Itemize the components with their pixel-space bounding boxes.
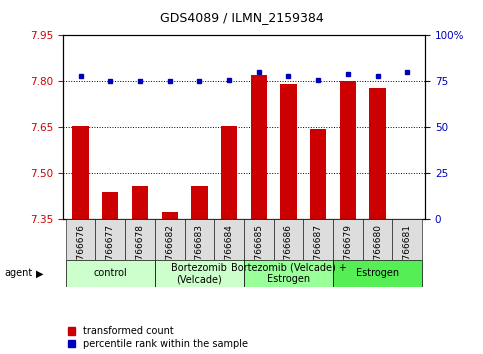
Text: GSM766678: GSM766678	[136, 224, 144, 279]
FancyBboxPatch shape	[66, 260, 155, 287]
Bar	[310, 129, 327, 219]
Text: GSM766683: GSM766683	[195, 224, 204, 279]
Text: Bortezomib (Velcade) +
Estrogen: Bortezomib (Velcade) + Estrogen	[230, 263, 346, 284]
FancyBboxPatch shape	[66, 219, 96, 260]
Text: GSM766682: GSM766682	[165, 224, 174, 279]
Text: GSM766686: GSM766686	[284, 224, 293, 279]
Bar	[251, 75, 267, 219]
Bar	[132, 186, 148, 219]
Text: GSM766687: GSM766687	[313, 224, 323, 279]
Legend: transformed count, percentile rank within the sample: transformed count, percentile rank withi…	[68, 326, 248, 349]
Bar	[191, 186, 208, 219]
Bar	[102, 192, 118, 219]
Text: GSM766680: GSM766680	[373, 224, 382, 279]
FancyBboxPatch shape	[244, 219, 273, 260]
Text: control: control	[93, 268, 127, 279]
Text: GSM766685: GSM766685	[254, 224, 263, 279]
Text: Bortezomib
(Velcade): Bortezomib (Velcade)	[171, 263, 227, 284]
FancyBboxPatch shape	[125, 219, 155, 260]
Text: agent: agent	[5, 268, 33, 278]
Bar	[221, 126, 237, 219]
Text: GDS4089 / ILMN_2159384: GDS4089 / ILMN_2159384	[159, 11, 324, 24]
FancyBboxPatch shape	[333, 219, 363, 260]
Text: GSM766681: GSM766681	[403, 224, 412, 279]
Text: GSM766676: GSM766676	[76, 224, 85, 279]
Text: ▶: ▶	[36, 268, 44, 278]
Bar	[161, 212, 178, 219]
Text: Estrogen: Estrogen	[356, 268, 399, 279]
FancyBboxPatch shape	[392, 219, 422, 260]
FancyBboxPatch shape	[244, 260, 333, 287]
Text: GSM766684: GSM766684	[225, 224, 234, 279]
Text: GSM766677: GSM766677	[106, 224, 115, 279]
FancyBboxPatch shape	[273, 219, 303, 260]
Bar	[72, 126, 89, 219]
Text: GSM766679: GSM766679	[343, 224, 352, 279]
FancyBboxPatch shape	[363, 219, 392, 260]
FancyBboxPatch shape	[155, 219, 185, 260]
FancyBboxPatch shape	[96, 219, 125, 260]
FancyBboxPatch shape	[185, 219, 214, 260]
FancyBboxPatch shape	[333, 260, 422, 287]
FancyBboxPatch shape	[155, 260, 244, 287]
Bar	[280, 85, 297, 219]
Bar	[369, 87, 386, 219]
FancyBboxPatch shape	[303, 219, 333, 260]
FancyBboxPatch shape	[214, 219, 244, 260]
Bar	[340, 81, 356, 219]
